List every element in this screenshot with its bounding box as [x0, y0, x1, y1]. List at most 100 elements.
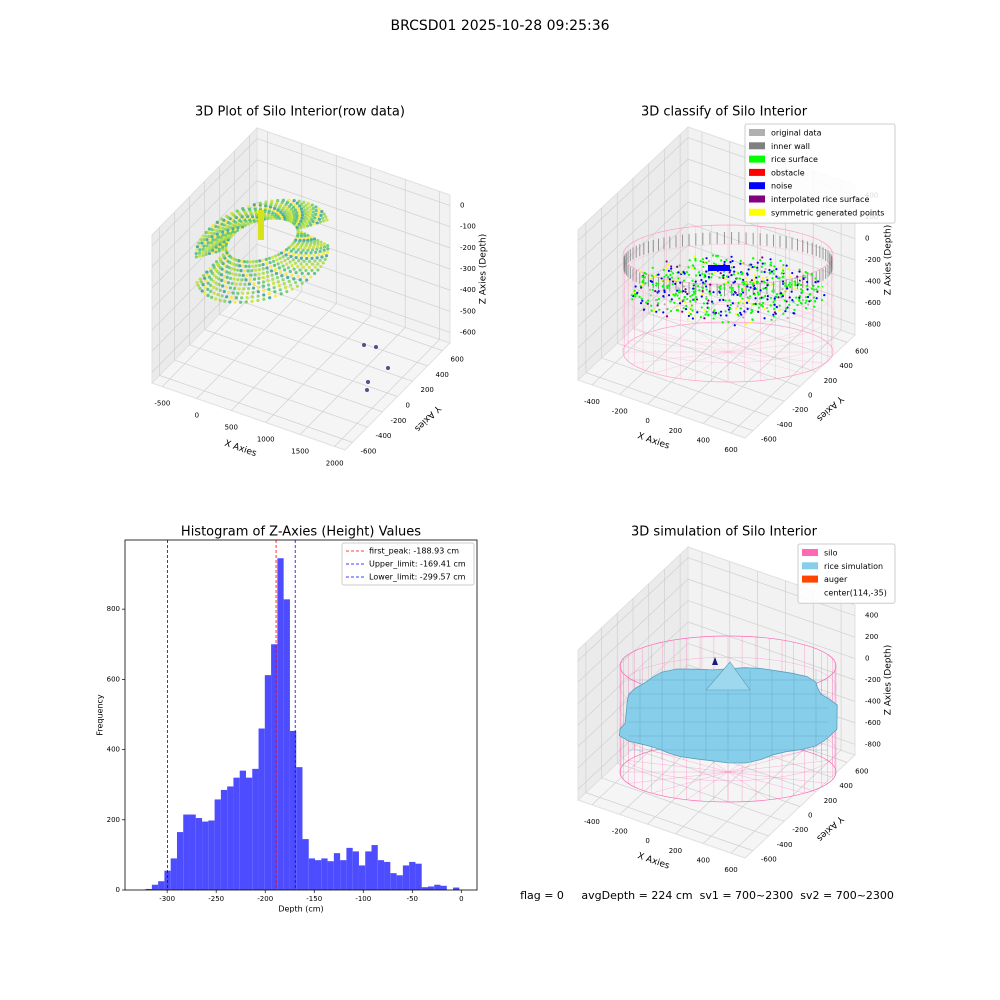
x-tick-label: 0 [459, 895, 463, 903]
classified-point [766, 279, 769, 282]
x-tick-label: -200 [257, 895, 273, 903]
point-cloud [203, 241, 207, 245]
legend-swatch [749, 155, 765, 163]
point-cloud [287, 279, 291, 283]
y-tick-label: -400 [777, 841, 793, 849]
classified-point [812, 285, 815, 288]
classified-point [766, 284, 769, 287]
classified-point [675, 308, 678, 312]
grid-line [219, 313, 413, 382]
point-cloud [222, 274, 226, 278]
silo-floor-line [687, 324, 729, 353]
point-cloud [209, 283, 213, 287]
y-tick-label: -200 [391, 417, 407, 425]
classified-point [747, 299, 750, 303]
classified-point [650, 304, 653, 307]
point-cloud [216, 235, 220, 239]
point-cloud [195, 245, 200, 249]
point-cloud [254, 259, 259, 264]
bar [415, 863, 422, 890]
classified-point [636, 291, 639, 295]
point-cloud [218, 232, 222, 236]
point-cloud [312, 271, 317, 276]
point-cloud [295, 211, 299, 215]
silo-floor-line [727, 771, 828, 784]
point-cloud [308, 221, 312, 225]
point-cloud [214, 245, 218, 249]
grid-line [234, 298, 428, 367]
point-cloud [207, 251, 212, 256]
x-tick-label: 400 [697, 437, 710, 445]
classified-point [696, 284, 700, 288]
point-cloud [222, 289, 226, 294]
bar [183, 814, 190, 890]
classified-point [806, 272, 809, 275]
y-tick-label: -400 [376, 432, 392, 440]
legend-swatch [749, 182, 765, 190]
point-cloud [204, 230, 208, 235]
classified-point [634, 293, 637, 296]
classified-point [725, 314, 728, 317]
point-cloud [271, 259, 276, 263]
x-tick-label: -200 [612, 828, 628, 836]
classified-point [798, 299, 801, 302]
classified-point [694, 296, 698, 299]
classified-point [691, 294, 694, 297]
point-cloud [284, 272, 288, 276]
point-cloud [265, 262, 269, 266]
point-cloud [198, 254, 202, 258]
grid-line [577, 180, 689, 284]
point-cloud [224, 285, 228, 289]
point-cloud [273, 290, 277, 294]
point-cloud [203, 285, 207, 289]
point-cloud [216, 293, 220, 297]
classified-point [650, 274, 654, 277]
point-cloud [292, 277, 296, 281]
classified-point [688, 273, 691, 277]
classified-point [678, 297, 681, 300]
point-cloud [206, 273, 210, 277]
classified-point [734, 291, 737, 294]
classified-point [742, 286, 745, 289]
point-cloud [231, 232, 235, 236]
classified-point [698, 289, 701, 292]
point-cloud [199, 280, 204, 284]
x-tick-label: -250 [208, 895, 224, 903]
classified-point [755, 280, 758, 283]
classified-point [730, 274, 733, 277]
classified-point [719, 288, 722, 291]
point-cloud [239, 259, 244, 263]
point-cloud [208, 246, 212, 250]
point-cloud [250, 299, 254, 304]
point-cloud [218, 256, 222, 260]
point-cloud [291, 210, 296, 214]
classified-point [743, 310, 746, 313]
point-cloud [204, 249, 208, 254]
classified-point [666, 279, 669, 282]
bar [170, 858, 177, 890]
point-cloud [325, 250, 330, 254]
z-tick-label: -200 [865, 256, 881, 264]
point-cloud [245, 260, 249, 264]
point-cloud [325, 218, 329, 222]
classified-point [707, 306, 710, 310]
point-cloud [298, 224, 302, 228]
classified-point [695, 274, 698, 277]
point-cloud [207, 231, 211, 235]
grid-line [617, 762, 785, 822]
point-cloud [219, 235, 223, 239]
point-cloud [304, 268, 308, 273]
classified-point [667, 263, 670, 266]
classified-point [747, 268, 750, 271]
point-cloud [297, 199, 301, 203]
classified-point [678, 302, 682, 305]
classified-point [784, 310, 787, 313]
classified-point [755, 276, 758, 279]
grid-line [151, 159, 258, 267]
point-cloud [215, 229, 219, 233]
point-cloud [322, 212, 326, 216]
classified-point [788, 303, 791, 307]
point-cloud [282, 249, 286, 254]
classified-point [638, 270, 642, 273]
classified-point [791, 271, 794, 275]
